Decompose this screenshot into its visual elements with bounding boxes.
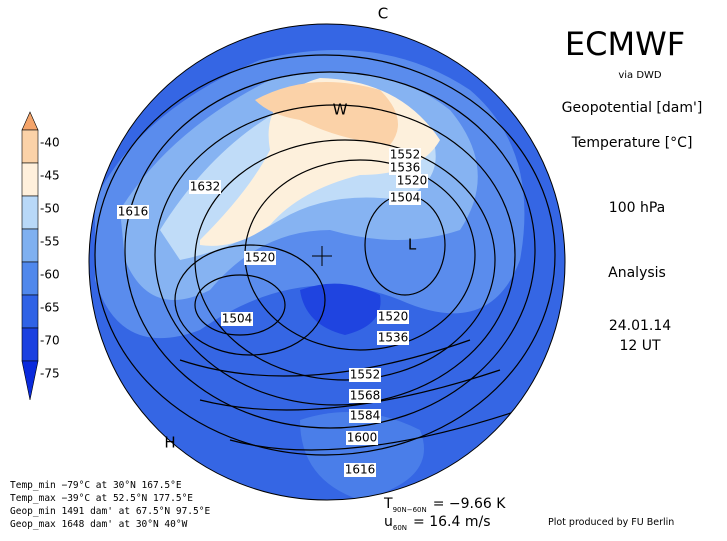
map	[89, 24, 565, 500]
contour-label-bg	[244, 251, 276, 265]
contour-label: 1504	[222, 312, 253, 326]
contour-label: 1536	[378, 331, 409, 345]
date: 24.01.14	[609, 318, 671, 334]
contour-label: 1552	[390, 148, 421, 162]
colorbar-label: -50	[40, 202, 60, 216]
stat: Temp_min −79°C at 30°N 167.5°E	[10, 480, 182, 491]
contour-label: 1520	[397, 174, 428, 188]
source: via DWD	[618, 70, 662, 81]
colorbar	[21, 111, 39, 401]
stat: Geop_min 1491 dam' at 67.5°N 97.5°E	[10, 506, 210, 517]
index: u60N = 16.4 m/s	[384, 514, 490, 532]
contour-label: 1536	[390, 161, 421, 175]
colorbar-label: -55	[40, 235, 60, 249]
contour-label: 1600	[347, 431, 378, 445]
product: Analysis	[608, 265, 666, 281]
level: 100 hPa	[609, 200, 665, 216]
globe-outline	[88, 23, 566, 501]
field: Temperature [°C]	[571, 135, 693, 151]
contour-label-bg	[349, 368, 381, 382]
contour-label: 1520	[378, 310, 409, 324]
contour-label-bg	[117, 205, 149, 219]
pressure-letter: C	[378, 5, 388, 23]
field: Geopotential [dam']	[562, 100, 703, 116]
stat: Temp_max −39°C at 52.5°N 177.5°E	[10, 493, 193, 504]
pressure-letter: W	[333, 101, 348, 119]
contour-label: 1584	[350, 409, 381, 423]
credit: Plot produced by FU Berlin	[548, 517, 674, 528]
contour-label-bg	[349, 389, 381, 403]
stat: Geop_max 1648 dam' at 30°N 40°W	[10, 519, 188, 530]
contour-label: 1520	[245, 251, 276, 265]
contour-label-bg	[189, 180, 221, 194]
contour-label-bg	[389, 148, 421, 162]
time: 12 UT	[619, 338, 661, 354]
contour-label: 1632	[190, 180, 221, 194]
colorbar-label: -40	[40, 136, 60, 150]
contour-label-bg	[344, 463, 376, 477]
colorbar-label: -70	[40, 334, 60, 348]
contour-label-bg	[377, 331, 409, 345]
contour-label: 1504	[390, 191, 421, 205]
colorbar-label: -65	[40, 301, 60, 315]
pressure-letter: H	[164, 434, 175, 452]
title: ECMWF	[565, 25, 685, 63]
contour-label: 1616	[345, 463, 376, 477]
contour-label-bg	[349, 409, 381, 423]
index: T90N−60N = −9.66 K	[383, 496, 506, 514]
colorbar-label: -60	[40, 268, 60, 282]
contour-label-bg	[389, 191, 421, 205]
contour-label-bg	[346, 431, 378, 445]
contour-label-bg	[389, 161, 421, 175]
contour-label-bg	[396, 174, 428, 188]
contour-label: 1616	[118, 205, 149, 219]
contour-label-bg	[221, 312, 253, 326]
colorbar-label: -45	[40, 169, 60, 183]
colorbar-label: -75	[40, 367, 60, 381]
pressure-letter: L	[408, 236, 417, 254]
contour-label-bg	[377, 310, 409, 324]
contour-label: 1568	[350, 389, 381, 403]
contour-label: 1552	[350, 368, 381, 382]
